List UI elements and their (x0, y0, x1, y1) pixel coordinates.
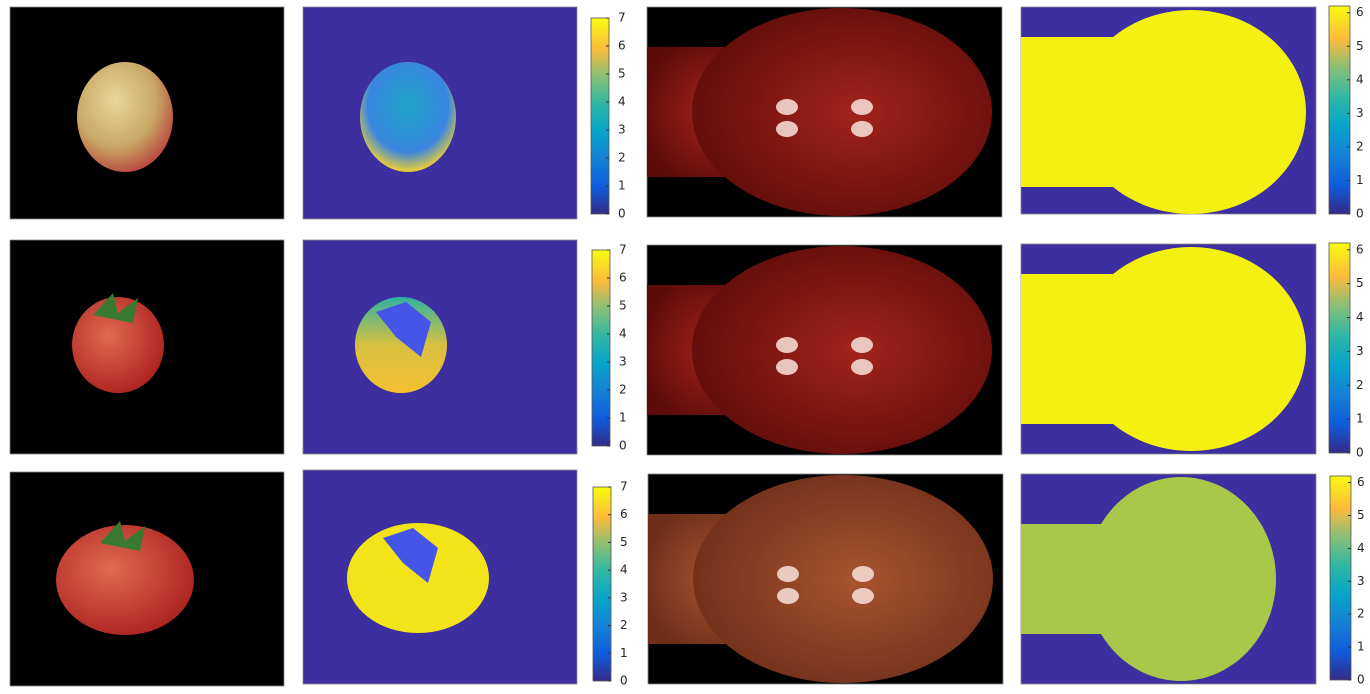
colorbar-tick-label: 1 (619, 411, 627, 425)
highlight (776, 337, 798, 353)
colorbar-tick-label: 3 (1357, 574, 1365, 588)
colorbar-tick-label: 4 (1357, 541, 1365, 555)
label-blob (1076, 10, 1306, 214)
colorbar-tick-label: 3 (1356, 344, 1364, 358)
colorbar-tick-label: 1 (620, 646, 628, 660)
label-blob (1076, 247, 1306, 451)
highlight (851, 121, 873, 137)
colorbar-tick-label: 0 (619, 439, 627, 453)
highlight (852, 588, 874, 604)
strawberry (56, 525, 194, 635)
colorbar-tick-label: 1 (618, 179, 626, 193)
colorbar-tick-label: 4 (1356, 72, 1364, 86)
highlight (851, 99, 873, 115)
colorbar-tick-label: 3 (1356, 106, 1364, 120)
colorbar-tick-label: 5 (619, 299, 627, 313)
highlight (776, 99, 798, 115)
label-blob (347, 523, 489, 633)
label-stem (383, 528, 438, 583)
colorbar-tick-label: 6 (1356, 242, 1364, 256)
colorbar (590, 17, 610, 215)
colorbar-tick-label: 1 (1356, 412, 1364, 426)
colorbar-tick-label: 5 (618, 67, 626, 81)
highlight (851, 337, 873, 353)
colorbar (591, 249, 611, 447)
colorbar-tick-label: 6 (620, 507, 628, 521)
highlight (776, 359, 798, 375)
colorbar-tick-label: 4 (620, 563, 628, 577)
colorbar (592, 486, 612, 682)
colorbar-tick-label: 7 (620, 480, 628, 494)
colorbar-tick-label: 7 (619, 243, 627, 257)
tomato (693, 475, 993, 683)
label-stem (376, 302, 431, 357)
colorbar-tick-label: 5 (1356, 39, 1364, 53)
colorbar-tick-label: 3 (620, 590, 628, 604)
colorbar-tick-label: 6 (1356, 5, 1364, 19)
colorbar-tick-label: 7 (618, 11, 626, 25)
strawberry (72, 297, 164, 393)
colorbar-tick-label: 5 (1357, 508, 1365, 522)
label-blob (1086, 477, 1276, 681)
highlight (776, 121, 798, 137)
tomato (692, 8, 992, 216)
colorbar-tick-label: 0 (620, 674, 628, 688)
strawberry-leaves (100, 521, 145, 551)
colorbar-tick-label: 4 (1356, 310, 1364, 324)
colorbar-tick-label: 2 (620, 618, 628, 632)
colorbar-tick-label: 6 (619, 271, 627, 285)
strawberry-leaves (93, 293, 138, 323)
label-blob (360, 62, 456, 172)
colorbar-tick-label: 0 (1356, 207, 1364, 221)
colorbar-tick-label: 5 (620, 535, 628, 549)
tomato (692, 246, 992, 454)
highlight (852, 566, 874, 582)
colorbar-tick-label: 2 (618, 151, 626, 165)
colorbar-tick-label: 3 (619, 355, 627, 369)
colorbar-tick-label: 2 (619, 383, 627, 397)
colorbar-tick-label: 0 (618, 207, 626, 221)
colorbar (1329, 475, 1352, 681)
colorbar-tick-label: 6 (1357, 475, 1365, 489)
colorbar-tick-label: 0 (1356, 446, 1364, 460)
highlight (851, 359, 873, 375)
colorbar-tick-label: 5 (1356, 276, 1364, 290)
colorbar (1328, 242, 1351, 454)
colorbar-tick-label: 4 (619, 327, 627, 341)
strawberry (77, 62, 173, 172)
colorbar-tick-label: 2 (1357, 607, 1365, 621)
colorbar-tick-label: 3 (618, 123, 626, 137)
highlight (777, 588, 799, 604)
colorbar-tick-label: 1 (1357, 640, 1365, 654)
colorbar-tick-label: 6 (618, 39, 626, 53)
colorbar-tick-label: 1 (1356, 173, 1364, 187)
colorbar-tick-label: 4 (618, 95, 626, 109)
highlight (777, 566, 799, 582)
colorbar-tick-label: 2 (1356, 139, 1364, 153)
colorbar (1328, 5, 1351, 215)
colorbar-tick-label: 2 (1356, 378, 1364, 392)
colorbar-tick-label: 0 (1357, 673, 1365, 687)
